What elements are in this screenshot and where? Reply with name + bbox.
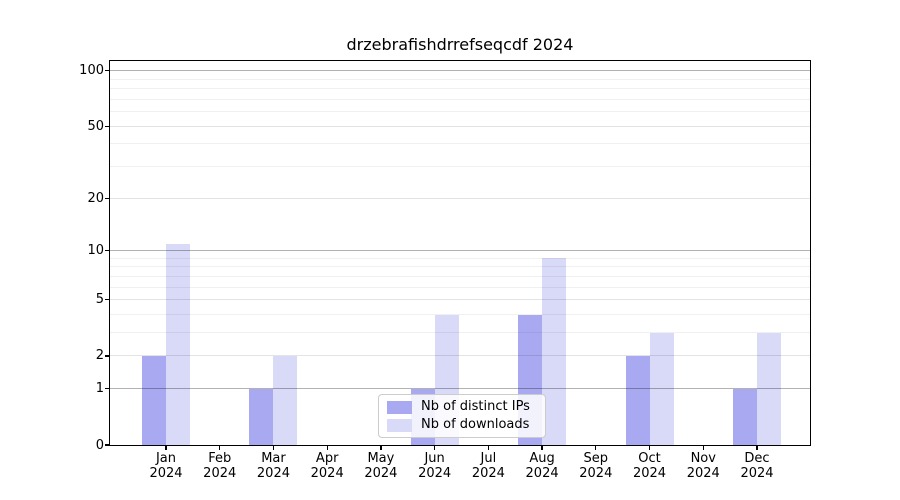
y-tick-label: 50 bbox=[87, 118, 104, 134]
gridline bbox=[110, 88, 810, 90]
x-tick-label: Mar 2024 bbox=[256, 451, 290, 481]
bar-distinct-ips bbox=[249, 388, 274, 445]
bar-downloads bbox=[649, 332, 674, 445]
gridline bbox=[110, 143, 810, 145]
plot-area bbox=[105, 60, 811, 450]
y-tick-mark bbox=[105, 388, 110, 390]
gridline bbox=[110, 78, 810, 80]
y-tick-label: 100 bbox=[79, 63, 104, 79]
bar-downloads bbox=[542, 258, 567, 445]
legend-swatch-distinct-ips-icon bbox=[387, 400, 412, 414]
bar-downloads bbox=[273, 355, 298, 445]
gridline bbox=[110, 314, 810, 315]
bar-downloads bbox=[166, 243, 190, 445]
gridline bbox=[110, 257, 810, 259]
bar-distinct-ips bbox=[142, 355, 166, 445]
bar-distinct-ips bbox=[625, 355, 650, 445]
x-tick-mark bbox=[165, 445, 167, 450]
bar-distinct-ips bbox=[733, 388, 757, 445]
y-tick-label: 2 bbox=[95, 348, 104, 364]
legend-row: Nb of distinct IPs bbox=[387, 400, 545, 414]
gridline bbox=[110, 299, 810, 301]
gridline bbox=[110, 355, 810, 357]
gridline bbox=[110, 266, 810, 268]
legend-swatch-downloads-icon bbox=[387, 418, 412, 432]
gridline bbox=[110, 275, 810, 277]
gridline bbox=[110, 250, 810, 252]
x-tick-mark bbox=[702, 445, 704, 450]
y-tick-label: 10 bbox=[87, 243, 104, 259]
bar-downloads bbox=[757, 332, 781, 445]
x-tick-label: Dec 2024 bbox=[740, 451, 774, 481]
x-tick-label: Sep 2024 bbox=[579, 451, 613, 481]
x-tick-label: Feb 2024 bbox=[203, 451, 237, 481]
y-tick-label: 0 bbox=[95, 437, 104, 453]
y-tick-mark bbox=[105, 355, 110, 357]
x-tick-mark bbox=[595, 445, 597, 450]
legend: Nb of distinct IPs Nb of downloads bbox=[378, 394, 546, 438]
x-tick-mark bbox=[648, 445, 651, 450]
x-tick-label: Aug 2024 bbox=[525, 451, 559, 481]
x-tick-label: Nov 2024 bbox=[686, 451, 720, 481]
gridline bbox=[110, 98, 810, 100]
x-tick-mark bbox=[541, 445, 543, 450]
gridline bbox=[110, 388, 810, 390]
x-tick-label: May 2024 bbox=[364, 451, 398, 481]
x-tick-mark bbox=[433, 445, 436, 450]
gridline bbox=[110, 286, 810, 288]
gridline bbox=[110, 197, 810, 199]
y-tick-mark bbox=[105, 125, 110, 127]
x-tick-mark bbox=[219, 445, 221, 450]
x-tick-mark bbox=[272, 445, 275, 450]
x-tick-label: Oct 2024 bbox=[632, 451, 667, 481]
y-tick-mark bbox=[105, 444, 110, 446]
legend-label-distinct-ips: Nb of distinct IPs bbox=[421, 399, 530, 414]
legend-row: Nb of downloads bbox=[387, 418, 545, 432]
x-tick-label: Jul 2024 bbox=[471, 451, 505, 481]
gridline bbox=[110, 70, 810, 72]
y-tick-mark bbox=[105, 70, 110, 72]
x-tick-label: Apr 2024 bbox=[310, 451, 344, 481]
x-tick-label: Jan 2024 bbox=[149, 451, 183, 481]
gridline bbox=[110, 111, 810, 113]
x-tick-mark bbox=[756, 445, 758, 450]
y-tick-label: 20 bbox=[87, 190, 104, 206]
x-tick-mark bbox=[487, 445, 489, 450]
gridline bbox=[110, 332, 810, 334]
x-tick-label: Jun 2024 bbox=[418, 451, 452, 481]
legend-label-downloads: Nb of downloads bbox=[421, 417, 530, 432]
y-tick-label: 1 bbox=[95, 381, 104, 397]
chart-title: drzebrafishdrrefseqcdf 2024 bbox=[346, 35, 574, 54]
y-tick-mark bbox=[105, 197, 110, 199]
y-tick-mark bbox=[105, 299, 110, 301]
gridline bbox=[110, 125, 810, 127]
y-tick-label: 5 bbox=[95, 292, 104, 308]
y-tick-mark bbox=[105, 249, 110, 252]
gridline bbox=[110, 166, 810, 168]
x-tick-mark bbox=[326, 445, 328, 450]
x-tick-mark bbox=[380, 445, 382, 450]
